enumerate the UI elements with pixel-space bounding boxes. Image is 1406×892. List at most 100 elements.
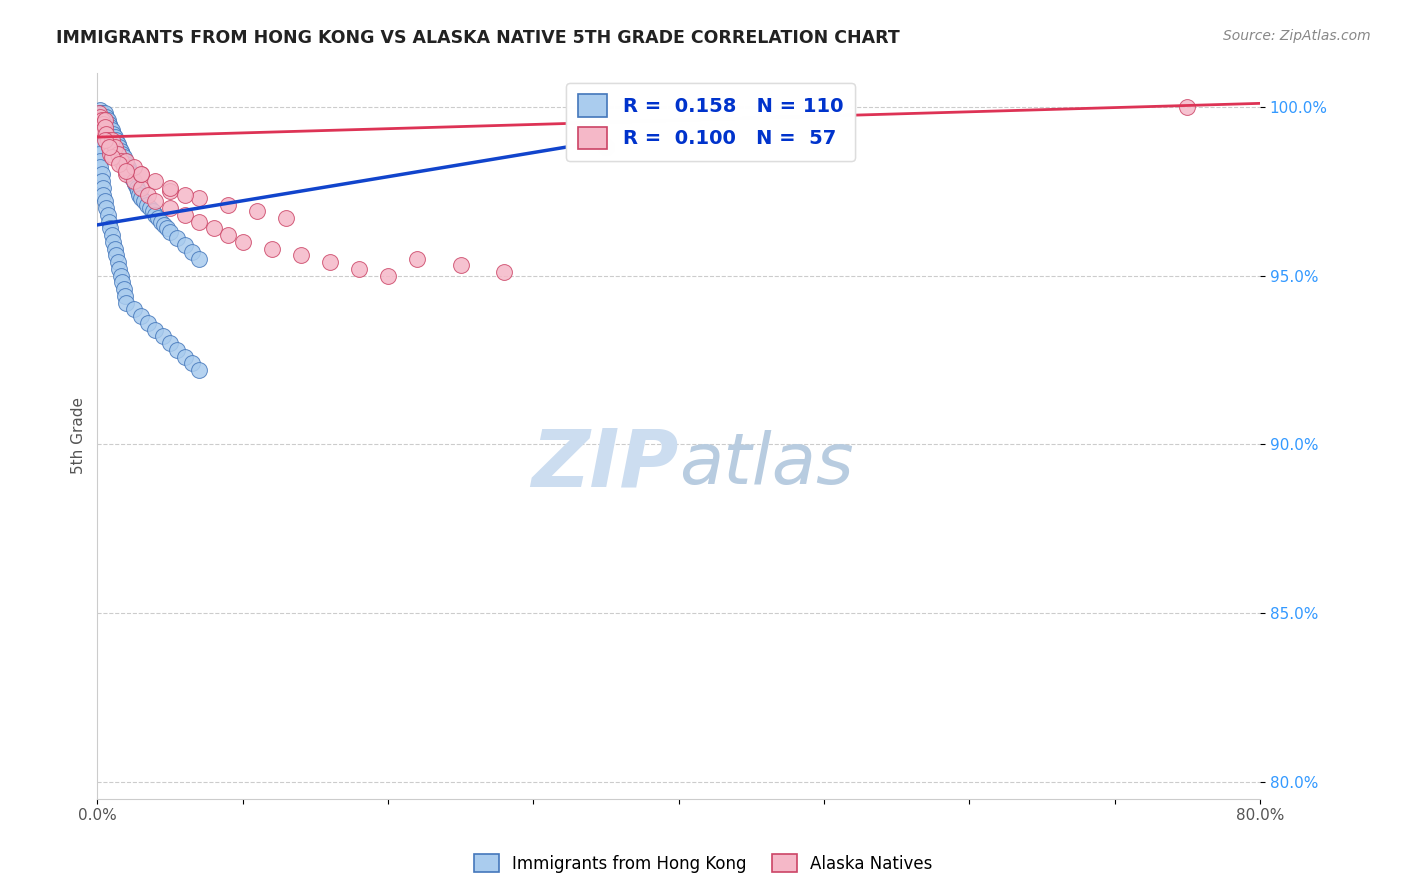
Point [103,235,125,249]
Point [129,191,152,205]
Point [89,113,111,128]
Point [129,309,152,323]
Point [98,123,121,137]
Point [87,120,110,134]
Point [90,120,112,134]
Point [319,255,342,269]
Point [122,302,145,317]
Point [96,120,118,134]
Point [188,363,211,377]
Point [129,167,152,181]
Point [103,127,125,141]
Point [93,120,115,134]
Point [173,187,195,202]
Point [173,350,195,364]
Point [450,259,472,273]
Point [290,248,312,262]
Point [1175,100,1198,114]
Point [91,187,114,202]
Point [89,110,111,124]
Point [93,113,115,128]
Point [124,178,146,192]
Point [105,248,128,262]
Point [90,120,112,134]
Point [91,180,114,194]
Point [153,218,176,232]
Point [166,231,188,245]
Point [94,117,117,131]
Point [98,140,121,154]
Point [142,204,165,219]
Point [132,194,155,209]
Point [90,113,112,128]
Point [159,180,181,194]
Point [101,130,124,145]
Point [188,191,211,205]
Point [104,242,127,256]
Point [127,184,149,198]
Point [89,117,111,131]
Point [90,113,112,128]
Point [105,134,128,148]
Point [96,127,118,141]
Point [173,238,195,252]
Point [87,117,110,131]
Point [89,103,111,117]
Point [111,275,134,289]
Point [156,221,179,235]
Point [98,117,121,131]
Text: Source: ZipAtlas.com: Source: ZipAtlas.com [1223,29,1371,43]
Point [202,221,225,235]
Point [87,113,110,128]
Point [145,194,167,209]
Point [112,282,135,296]
Point [89,120,111,134]
Point [89,110,111,124]
Point [150,214,173,228]
Point [122,161,145,175]
Point [87,110,110,124]
Point [87,123,110,137]
Point [93,134,115,148]
Point [260,242,283,256]
Point [108,157,131,171]
Point [108,261,131,276]
Point [136,316,159,330]
Point [91,117,114,131]
Point [159,184,181,198]
Point [115,157,138,171]
Point [276,211,298,226]
Point [87,134,110,148]
Point [93,120,115,134]
Point [217,197,239,211]
Point [89,117,111,131]
Point [595,140,617,154]
Point [89,106,111,120]
Point [98,140,121,154]
Point [107,255,129,269]
Point [87,140,110,154]
Point [135,197,157,211]
Point [100,147,122,161]
Point [91,113,114,128]
Point [91,117,114,131]
Point [115,153,138,168]
Point [87,127,110,141]
Point [145,174,167,188]
Point [98,214,121,228]
Point [117,161,139,175]
Point [114,153,136,168]
Text: ZIP: ZIP [531,425,679,504]
Point [120,167,142,181]
Point [122,174,145,188]
Y-axis label: 5th Grade: 5th Grade [72,397,86,475]
Point [101,150,124,164]
Point [93,106,115,120]
Point [145,208,167,222]
Point [114,289,136,303]
Point [136,187,159,202]
Point [159,201,181,215]
Point [115,167,138,181]
Point [110,153,132,168]
Text: IMMIGRANTS FROM HONG KONG VS ALASKA NATIVE 5TH GRADE CORRELATION CHART: IMMIGRANTS FROM HONG KONG VS ALASKA NATI… [56,29,900,46]
